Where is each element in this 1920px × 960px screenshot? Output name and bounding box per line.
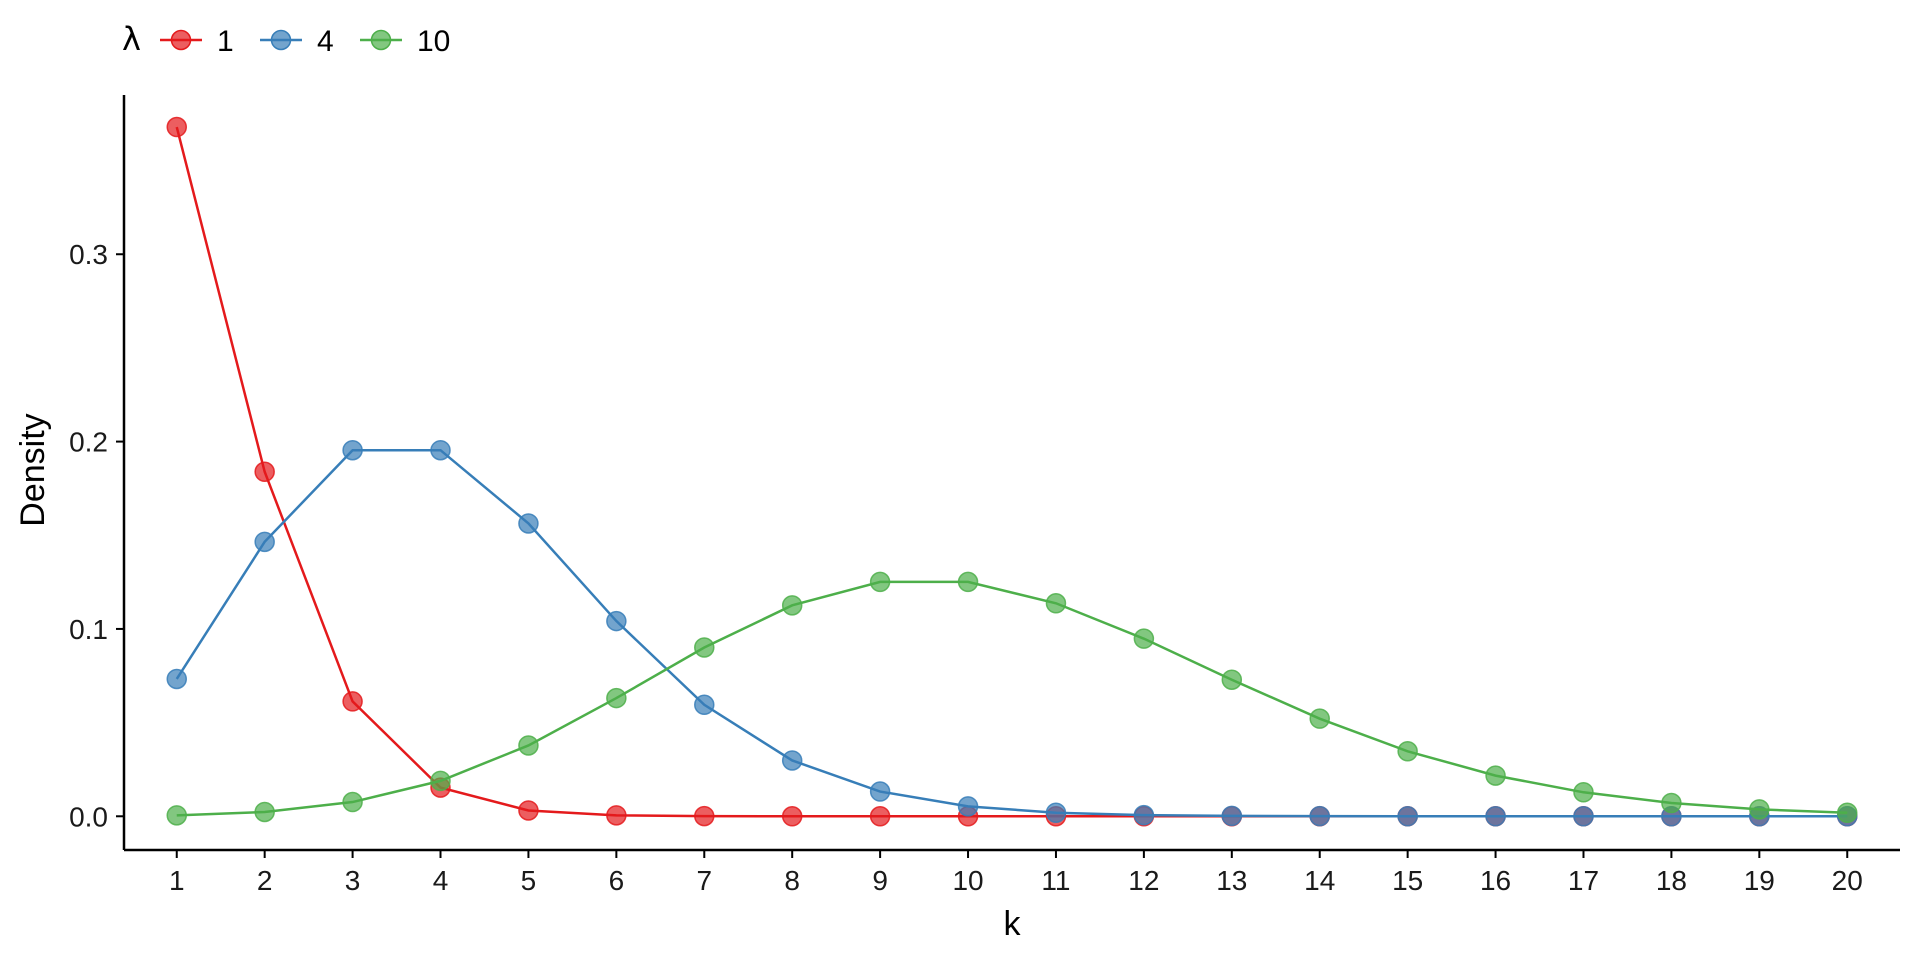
data-point xyxy=(781,595,803,616)
x-tick-label: 4 xyxy=(433,865,449,896)
series-layer xyxy=(166,116,1858,827)
data-point xyxy=(1133,628,1155,649)
x-tick-label: 13 xyxy=(1216,865,1247,896)
data-point xyxy=(869,571,891,593)
data-point xyxy=(781,806,803,827)
data-point xyxy=(1309,805,1330,827)
x-tick-label: 16 xyxy=(1480,865,1511,896)
series-line xyxy=(176,580,1848,817)
data-point xyxy=(869,806,891,827)
data-point xyxy=(166,668,188,690)
legend-label: 10 xyxy=(417,25,450,58)
data-point xyxy=(1397,806,1418,827)
x-tick-label: 5 xyxy=(521,865,537,896)
axes: 0.00.10.20.3 1 2 3 4 5 6 7 8 9 10 11 12 13 14 15 16 17 18… xyxy=(69,95,1900,896)
series-10 xyxy=(166,571,1858,826)
data-point xyxy=(957,571,979,593)
x-tick-label: 15 xyxy=(1392,865,1423,896)
legend-item-1: 1 xyxy=(160,25,234,58)
data-point xyxy=(957,796,979,817)
x-tick-label: 6 xyxy=(609,865,625,896)
data-point xyxy=(1045,593,1067,614)
y-axis-ticks: 0.0 0.1 0.2 0.3 xyxy=(69,239,124,832)
legend-label: 4 xyxy=(317,25,334,58)
legend-key-point xyxy=(270,29,292,51)
x-tick-label: 20 xyxy=(1832,865,1863,896)
data-point xyxy=(1133,804,1155,826)
data-point xyxy=(518,735,539,756)
data-point xyxy=(606,610,627,632)
y-axis-title: Density xyxy=(14,413,52,526)
legend-key-point xyxy=(170,29,192,51)
x-axis-ticks: 1 2 3 4 5 6 7 8 9 10 11 12 13 14 15 16 17 18 19 20 xyxy=(169,850,1863,896)
x-tick-label: 12 xyxy=(1128,865,1159,896)
data-point xyxy=(430,770,451,792)
data-point xyxy=(1221,805,1243,827)
data-point xyxy=(254,801,275,823)
x-tick-label: 3 xyxy=(345,865,361,896)
x-tick-label: 11 xyxy=(1041,865,1070,896)
data-point xyxy=(1749,799,1770,820)
legend-title: λ xyxy=(122,20,141,58)
legend: λ 1 4 10 xyxy=(122,20,450,58)
x-axis-title: k xyxy=(1004,905,1022,943)
data-point xyxy=(1045,802,1067,823)
data-point xyxy=(254,461,275,483)
data-point xyxy=(430,439,451,461)
data-point xyxy=(1836,802,1858,823)
x-tick-label: 2 xyxy=(257,865,273,896)
data-point xyxy=(1573,782,1594,803)
data-point xyxy=(869,781,891,802)
x-tick-label: 7 xyxy=(696,865,712,896)
data-point xyxy=(342,791,363,813)
x-tick-label: 19 xyxy=(1744,865,1775,896)
data-point xyxy=(694,694,715,716)
x-tick-label: 14 xyxy=(1304,865,1335,896)
data-point xyxy=(1221,669,1243,690)
series-line xyxy=(175,448,1848,818)
y-tick-label: 0.1 xyxy=(69,614,108,645)
data-point xyxy=(606,805,627,826)
data-point xyxy=(518,800,539,821)
data-point xyxy=(518,513,539,534)
data-point xyxy=(1485,806,1506,827)
x-tick-label: 10 xyxy=(952,865,983,896)
data-point xyxy=(166,116,188,138)
data-point xyxy=(342,691,363,712)
legend-label: 1 xyxy=(217,25,234,58)
data-point xyxy=(254,531,275,553)
series-line xyxy=(175,126,1848,818)
x-tick-label: 18 xyxy=(1656,865,1687,896)
data-point xyxy=(342,439,363,461)
data-point xyxy=(166,805,188,826)
x-tick-label: 1 xyxy=(169,865,185,896)
legend-key-point xyxy=(370,29,392,51)
y-tick-label: 0.3 xyxy=(69,239,108,270)
data-point xyxy=(1573,806,1594,827)
data-point xyxy=(694,637,715,658)
legend-items: 1 4 10 xyxy=(160,25,450,58)
y-tick-label: 0.0 xyxy=(69,801,108,832)
data-point xyxy=(781,750,803,771)
legend-item-10: 10 xyxy=(360,25,450,58)
data-point xyxy=(694,805,715,827)
x-tick-label: 8 xyxy=(784,865,800,896)
data-point xyxy=(1397,741,1418,762)
data-point xyxy=(1661,792,1682,814)
data-point xyxy=(606,687,627,709)
data-point xyxy=(1309,708,1330,729)
x-tick-label: 9 xyxy=(872,865,888,896)
data-point xyxy=(1485,765,1506,786)
legend-item-4: 4 xyxy=(260,25,334,58)
series-1 xyxy=(166,116,1858,827)
x-tick-label: 17 xyxy=(1568,865,1599,896)
y-tick-label: 0.2 xyxy=(69,427,108,458)
